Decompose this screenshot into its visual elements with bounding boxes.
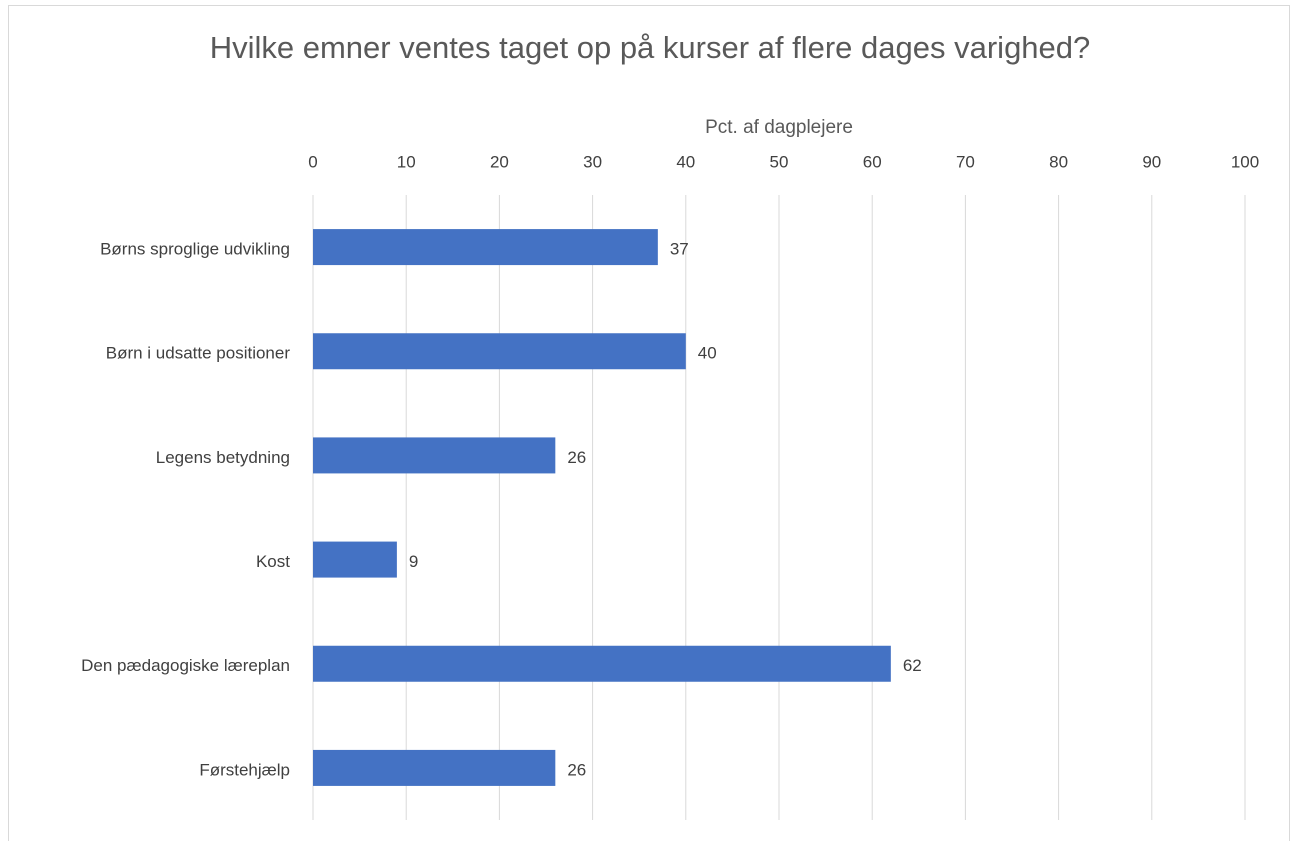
data-label: 26 [567,760,586,779]
bar [313,333,686,370]
data-label: 9 [409,552,418,571]
x-tick-label: 80 [1049,152,1068,171]
bar [313,541,397,578]
x-tick-label: 60 [863,152,882,171]
x-tick-label: 40 [676,152,695,171]
chart-border [8,5,1290,841]
axis-title: Pct. af dagplejere [705,117,853,138]
y-tick-label: Børns sproglige udvikling [100,240,290,259]
x-tick-label: 20 [490,152,509,171]
y-tick-label: Førstehjælp [199,760,290,779]
x-tick-label: 0 [308,152,317,171]
bar [313,645,891,682]
x-tick-label: 100 [1231,152,1259,171]
y-tick-label: Legens betydning [156,448,290,467]
data-label: 37 [670,240,689,259]
y-tick-label: Kost [256,552,290,571]
y-tick-label: Den pædagogiske læreplan [81,656,290,675]
bar [313,229,658,266]
y-tick-label: Børn i udsatte positioner [106,344,291,363]
x-tick-label: 70 [956,152,975,171]
data-label: 26 [567,448,586,467]
x-tick-label: 50 [770,152,789,171]
bar [313,749,556,786]
x-tick-label: 30 [583,152,602,171]
chart-title: Hvilke emner ventes taget op på kurser a… [210,30,1091,65]
bar [313,437,556,474]
x-tick-label: 10 [397,152,416,171]
data-label: 62 [903,656,922,675]
x-tick-label: 90 [1142,152,1161,171]
data-label: 40 [698,344,717,363]
